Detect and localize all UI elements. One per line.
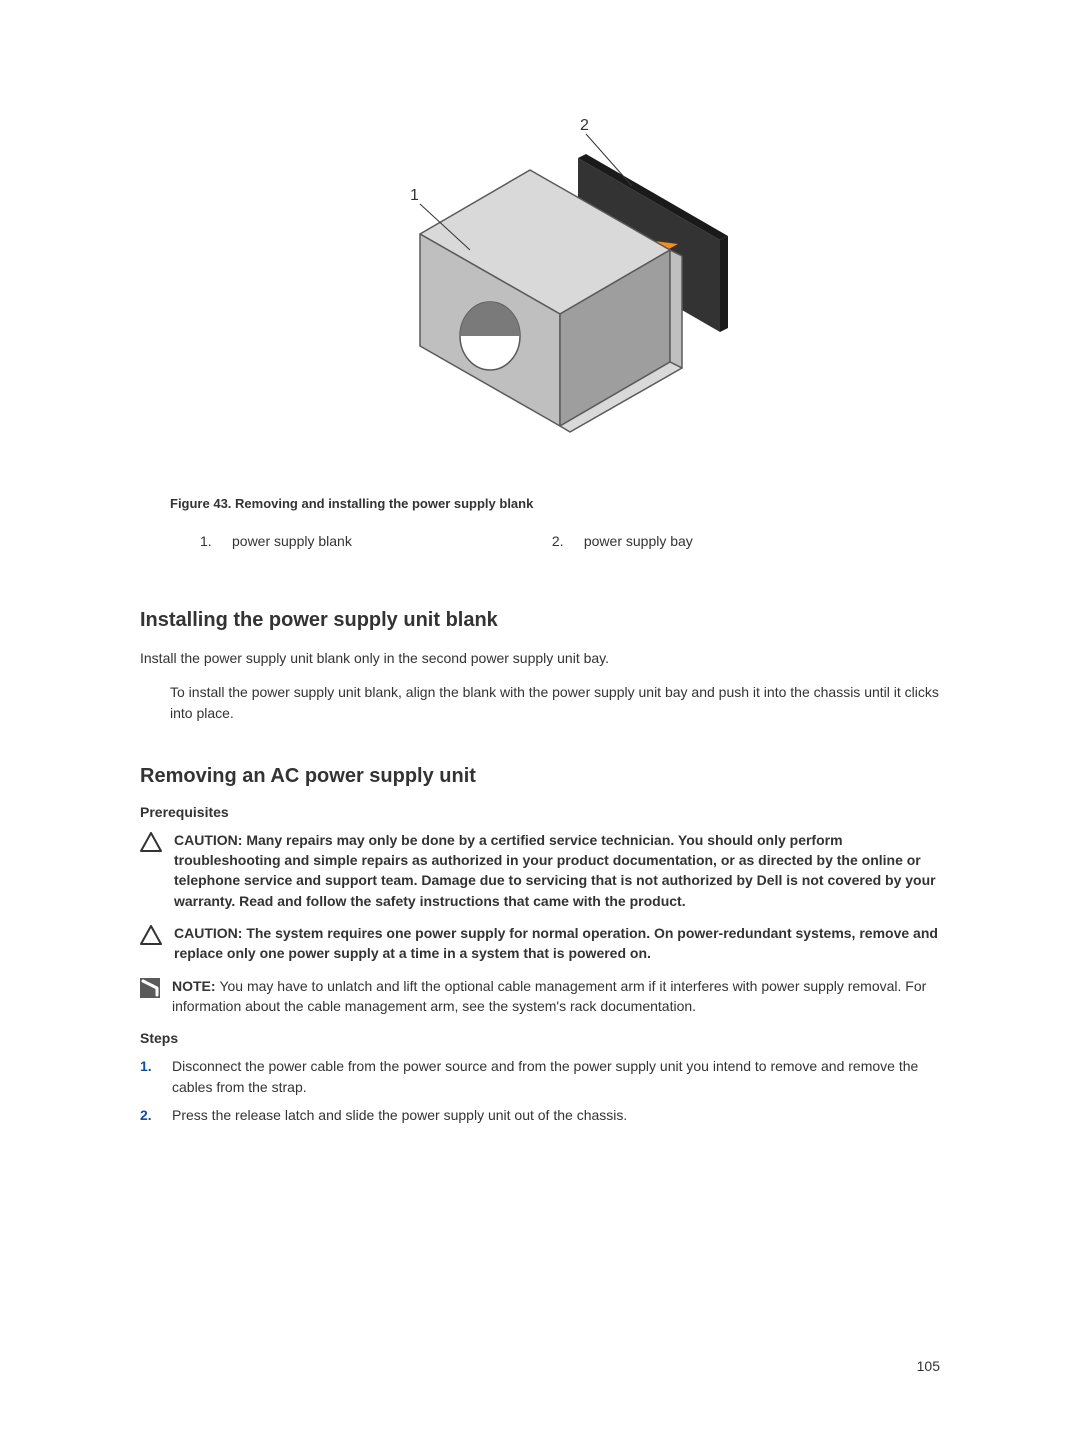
steps-heading: Steps — [140, 1030, 940, 1046]
step-item: 2. Press the release latch and slide the… — [140, 1105, 940, 1125]
page-number: 105 — [917, 1358, 940, 1374]
caution-callout: CAUTION: Many repairs may only be done b… — [140, 830, 940, 911]
caution-callout: CAUTION: The system requires one power s… — [140, 923, 940, 964]
figure-diagram: 1 2 — [360, 100, 780, 470]
note-icon — [140, 978, 160, 998]
step-text: Disconnect the power cable from the powe… — [172, 1056, 940, 1097]
caution-label: CAUTION: — [174, 925, 246, 941]
figure-area: 1 2 — [140, 100, 940, 609]
legend-label: power supply blank — [232, 533, 352, 549]
section-installing: Installing the power supply unit blank I… — [140, 609, 940, 723]
install-p1: Install the power supply unit blank only… — [140, 648, 940, 668]
install-p2: To install the power supply unit blank, … — [140, 682, 940, 723]
step-item: 1. Disconnect the power cable from the p… — [140, 1056, 940, 1097]
figure-caption: Figure 43. Removing and installing the p… — [140, 496, 533, 511]
caution-body: Many repairs may only be done by a certi… — [174, 832, 936, 909]
note-text: NOTE: You may have to unlatch and lift t… — [172, 976, 940, 1017]
figure-callout-2: 2 — [580, 117, 589, 134]
steps-list: 1. Disconnect the power cable from the p… — [140, 1056, 940, 1125]
caution-icon — [140, 832, 162, 852]
section-removing: Removing an AC power supply unit Prerequ… — [140, 765, 940, 1125]
caution-body: The system requires one power supply for… — [174, 925, 938, 961]
page: 1 2 — [0, 0, 1080, 1434]
heading-installing: Installing the power supply unit blank — [140, 609, 940, 632]
note-label: NOTE: — [172, 978, 219, 994]
figure-callout-1: 1 — [410, 187, 419, 204]
note-callout: NOTE: You may have to unlatch and lift t… — [140, 976, 940, 1017]
legend-num: 2. — [552, 533, 564, 549]
caution-icon — [140, 925, 162, 945]
caution-text: CAUTION: The system requires one power s… — [174, 923, 940, 964]
caution-text: CAUTION: Many repairs may only be done b… — [174, 830, 940, 911]
step-num: 1. — [140, 1056, 158, 1097]
heading-removing: Removing an AC power supply unit — [140, 765, 940, 788]
figure-legend: 1. power supply blank 2. power supply ba… — [140, 533, 693, 549]
legend-num: 1. — [200, 533, 212, 549]
legend-item: 2. power supply bay — [552, 533, 693, 549]
legend-label: power supply bay — [584, 533, 693, 549]
note-body: You may have to unlatch and lift the opt… — [172, 978, 926, 1014]
legend-item: 1. power supply blank — [200, 533, 352, 549]
prerequisites-heading: Prerequisites — [140, 804, 940, 820]
step-text: Press the release latch and slide the po… — [172, 1105, 627, 1125]
step-num: 2. — [140, 1105, 158, 1125]
caution-label: CAUTION: — [174, 832, 246, 848]
